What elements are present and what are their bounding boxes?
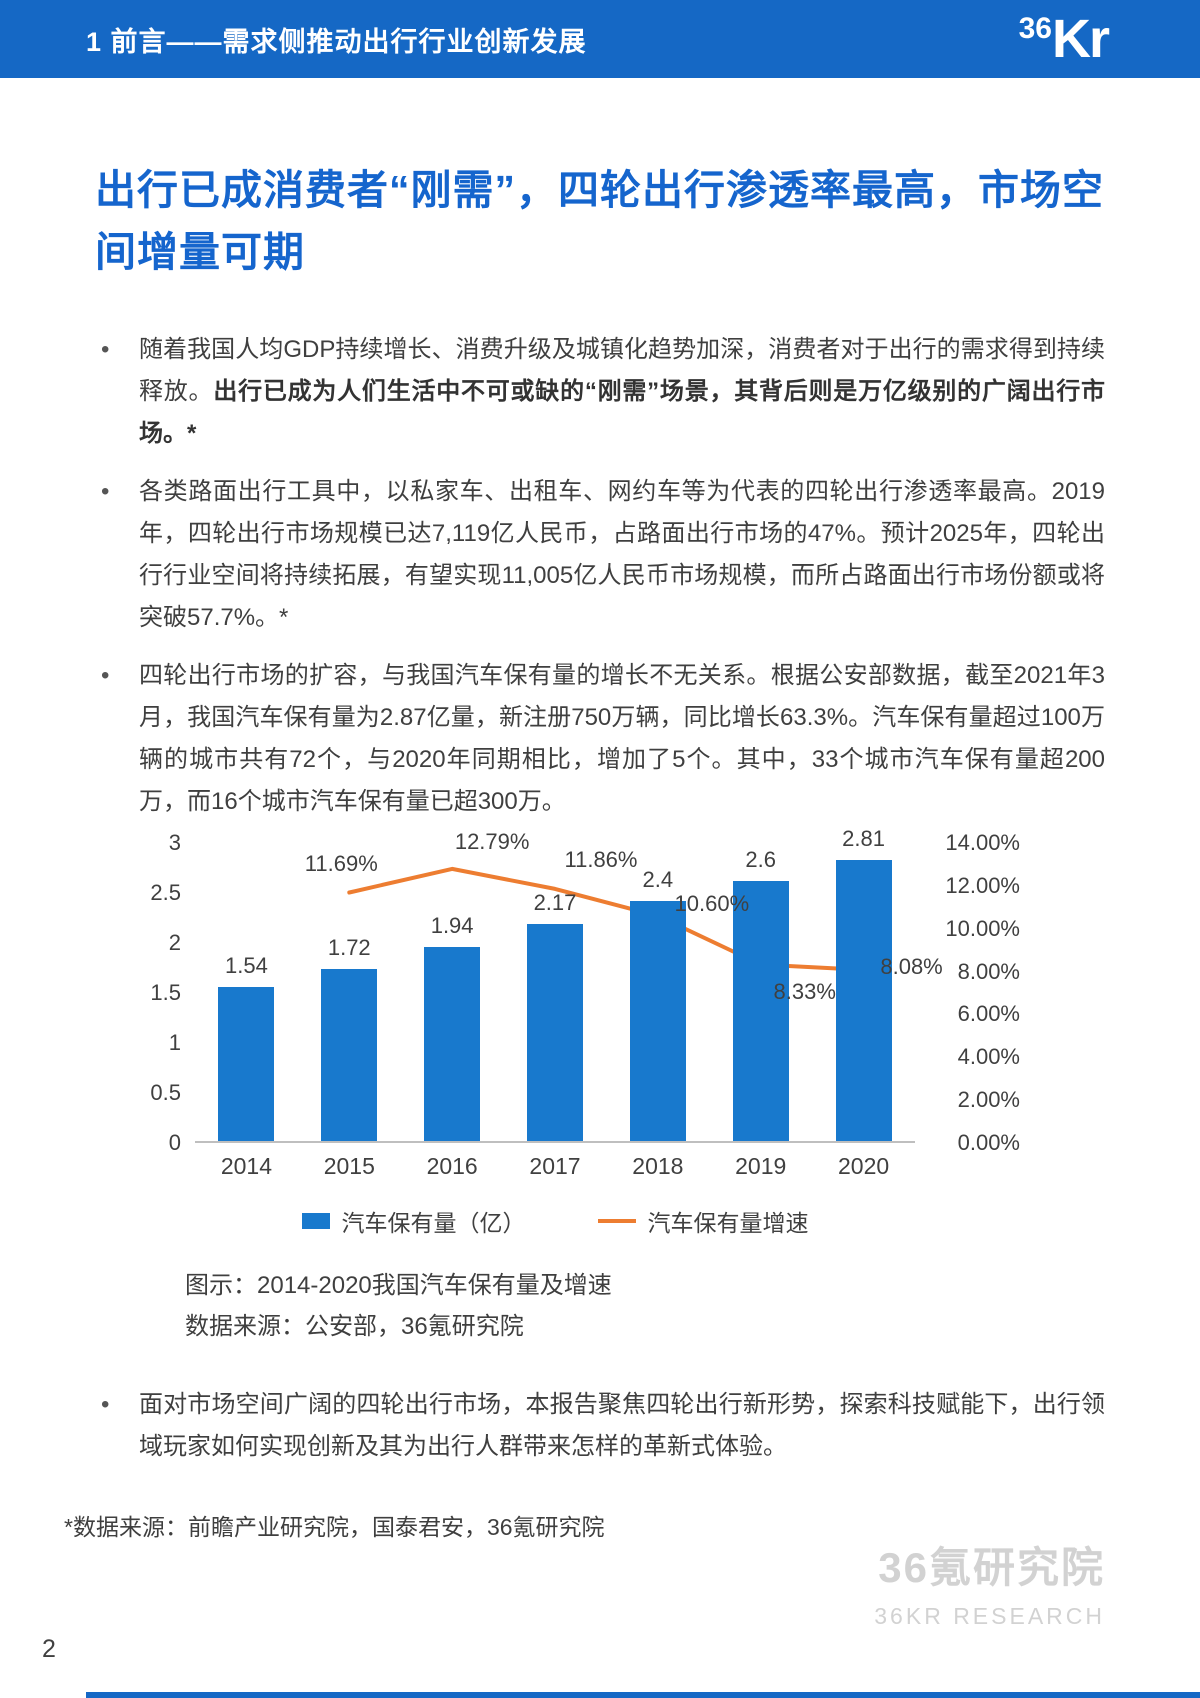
page-content: 出行已成消费者“刚需”，四轮出行渗透率最高，市场空间增量可期 • 随着我国人均G… bbox=[0, 160, 1200, 1468]
bar-value-label: 1.94 bbox=[430, 913, 474, 938]
x-axis-label: 2017 bbox=[529, 1153, 581, 1179]
bar-value-label: 2.81 bbox=[842, 826, 885, 851]
x-axis-label: 2019 bbox=[735, 1153, 787, 1179]
bar-value-label: 1.54 bbox=[225, 953, 268, 978]
ownership-bar bbox=[629, 901, 686, 1141]
chart-captions: 图示：2014-2020我国汽车保有量及增速 数据来源：公安部，36氪研究院 bbox=[185, 1266, 1020, 1348]
watermark-cn: 36氪研究院 bbox=[878, 1544, 1105, 1591]
bullet-text: 面对市场空间广阔的四轮出行市场，本报告聚焦四轮出行新形势，探索科技赋能下，出行领… bbox=[139, 1384, 1105, 1468]
x-axis-label: 2018 bbox=[632, 1153, 684, 1179]
bullet-marker: • bbox=[101, 662, 110, 689]
y-axis-right-tick: 4.00% bbox=[957, 1044, 1020, 1070]
chart-y-axis-left: 3 2.5 2 1.5 1 0.5 0 bbox=[140, 830, 195, 1155]
x-axis-label: 2014 bbox=[220, 1153, 273, 1179]
36kr-logo: 36 Kr bbox=[1018, 9, 1110, 69]
bullet-marker: • bbox=[101, 336, 110, 363]
logo-text-36: 36 bbox=[1018, 12, 1052, 45]
y-axis-right-tick: 12.00% bbox=[945, 872, 1020, 898]
bullet-marker: • bbox=[101, 1390, 110, 1418]
bar-value-label: 2.6 bbox=[745, 847, 776, 872]
bullet-item: • 四轮出行市场的扩容，与我国汽车保有量的增长不无关系。根据公安部数据，截至20… bbox=[95, 655, 1105, 823]
x-axis-label: 2015 bbox=[323, 1153, 375, 1179]
chart-legend: 汽车保有量（亿） 汽车保有量增速 bbox=[195, 1204, 915, 1238]
x-axis-label: 2016 bbox=[426, 1153, 478, 1179]
logo-text-kr: Kr bbox=[1051, 9, 1110, 69]
y-axis-right-tick: 2.00% bbox=[957, 1087, 1020, 1113]
growth-value-label: 12.79% bbox=[454, 828, 530, 854]
chart-source: 数据来源：公安部，36氪研究院 bbox=[185, 1312, 524, 1340]
y-axis-right-tick: 14.00% bbox=[945, 830, 1020, 855]
car-ownership-chart: 3 2.5 2 1.5 1 0.5 0 1.54 1.72 1.94 2.17 2.4 2.6 2.81… bbox=[140, 826, 1020, 1348]
bullet-list-after-chart: • 面对市场空间广阔的四轮出行市场，本报告聚焦四轮出行新形势，探索科技赋能下，出… bbox=[95, 1384, 1105, 1468]
brand-watermark: 36氪研究院 36KR RESEARCH bbox=[874, 1534, 1105, 1630]
chart-caption: 图示：2014-2020我国汽车保有量及增速 bbox=[185, 1272, 612, 1299]
bullet-text-normal: 各类路面出行工具中，以私家车、出租车、网约车等为代表的四轮出行渗透率最高。201… bbox=[139, 478, 1105, 631]
bar-series-swatch-icon bbox=[301, 1213, 330, 1229]
ownership-bar bbox=[527, 924, 583, 1141]
ownership-bar bbox=[321, 969, 378, 1141]
chart-plot: 1.54 1.72 1.94 2.17 2.4 2.6 2.81 11.69% 12.79% 11… bbox=[195, 826, 943, 1143]
y-axis-left-tick: 1.5 bbox=[150, 980, 181, 1005]
chart-y-axis-right: 14.00% 12.00% 10.00% 8.00% 6.00% 4.00% 2.00% 0.… bbox=[915, 830, 1020, 1155]
bullet-item: • 面对市场空间广阔的四轮出行市场，本报告聚焦四轮出行新形势，探索科技赋能下，出… bbox=[95, 1384, 1105, 1468]
bar-value-label: 2.4 bbox=[642, 867, 674, 892]
ownership-bar bbox=[732, 881, 789, 1141]
line-series-label: 汽车保有量增速 bbox=[647, 1210, 809, 1236]
bar-series-label: 汽车保有量（亿） bbox=[341, 1210, 526, 1236]
bullet-item: • 各类路面出行工具中，以私家车、出租车、网约车等为代表的四轮出行渗透率最高。2… bbox=[95, 471, 1105, 639]
growth-value-label: 11.86% bbox=[564, 846, 638, 872]
footnote: *数据来源：前瞻产业研究院，国泰君安，36氪研究院 bbox=[64, 1513, 605, 1540]
growth-value-label: 10.60% bbox=[674, 890, 750, 916]
bar-value-label: 1.72 bbox=[327, 935, 371, 960]
y-axis-left-tick: 1 bbox=[168, 1030, 181, 1055]
y-axis-right-tick: 0.00% bbox=[957, 1130, 1020, 1155]
bullet-text: 随着我国人均GDP持续增长、消费升级及城镇化趋势加深，消费者对于出行的需求得到持… bbox=[139, 329, 1105, 455]
ownership-bar bbox=[424, 947, 481, 1141]
ownership-bar bbox=[218, 987, 275, 1141]
bullet-text-bold: 出行已成为人们生活中不可或缺的“刚需”场景，其背后则是万亿级别的广阔出行市场。* bbox=[139, 378, 1106, 447]
bullet-text: 各类路面出行工具中，以私家车、出租车、网约车等为代表的四轮出行渗透率最高。201… bbox=[139, 471, 1105, 639]
bullet-text: 四轮出行市场的扩容，与我国汽车保有量的增长不无关系。根据公安部数据，截至2021… bbox=[139, 655, 1105, 823]
growth-value-label: 8.33% bbox=[773, 978, 836, 1004]
y-axis-right-tick: 8.00% bbox=[957, 958, 1020, 984]
chart-area: 3 2.5 2 1.5 1 0.5 0 1.54 1.72 1.94 2.17 2.4 2.6 2.81… bbox=[140, 826, 1020, 1155]
y-axis-right-tick: 6.00% bbox=[957, 1001, 1020, 1027]
watermark-en: 36KR RESEARCH bbox=[874, 1603, 1105, 1629]
legend-item-line: 汽车保有量增速 bbox=[597, 1204, 809, 1238]
page-header: 1 前言——需求侧推动出行行业创新发展 36 Kr bbox=[0, 0, 1200, 78]
bullet-text-normal: 四轮出行市场的扩容，与我国汽车保有量的增长不无关系。根据公安部数据，截至2021… bbox=[139, 662, 1105, 815]
ownership-bar bbox=[835, 860, 892, 1141]
page-title: 出行已成消费者“刚需”，四轮出行渗透率最高，市场空间增量可期 bbox=[95, 167, 1104, 275]
bullet-text-normal: 随着我国人均GDP持续增长、消费升级及城镇化趋势加深，消费者对于出行的需求得到持… bbox=[139, 336, 1105, 405]
bullet-text-normal: 面对市场空间广阔的四轮出行市场，本报告聚焦四轮出行新形势，探索科技赋能下，出行领… bbox=[139, 1390, 1105, 1460]
chart-x-axis: 2014 2015 2016 2017 2018 2019 2020 bbox=[195, 1153, 915, 1180]
line-series-swatch-icon bbox=[597, 1219, 636, 1223]
x-axis-label: 2020 bbox=[838, 1153, 890, 1179]
growth-value-label: 8.08% bbox=[880, 953, 943, 979]
y-axis-left-tick: 3 bbox=[168, 830, 181, 855]
y-axis-left-tick: 0 bbox=[168, 1130, 181, 1155]
bullet-item: • 随着我国人均GDP持续增长、消费升级及城镇化趋势加深，消费者对于出行的需求得… bbox=[95, 329, 1105, 455]
y-axis-left-tick: 0.5 bbox=[150, 1080, 181, 1105]
bullet-marker: • bbox=[101, 478, 110, 505]
bullet-list: • 随着我国人均GDP持续增长、消费升级及城镇化趋势加深，消费者对于出行的需求得… bbox=[95, 329, 1105, 823]
next-section-strip bbox=[86, 1692, 1200, 1698]
page-number: 2 bbox=[42, 1635, 56, 1663]
growth-value-label: 11.69% bbox=[304, 850, 378, 876]
y-axis-left-tick: 2 bbox=[168, 930, 181, 955]
y-axis-right-tick: 10.00% bbox=[945, 915, 1020, 941]
section-title: 1 前言——需求侧推动出行行业创新发展 bbox=[86, 26, 587, 57]
y-axis-left-tick: 2.5 bbox=[150, 880, 181, 905]
legend-item-bar: 汽车保有量（亿） bbox=[301, 1204, 526, 1238]
bar-value-label: 2.17 bbox=[533, 890, 577, 915]
